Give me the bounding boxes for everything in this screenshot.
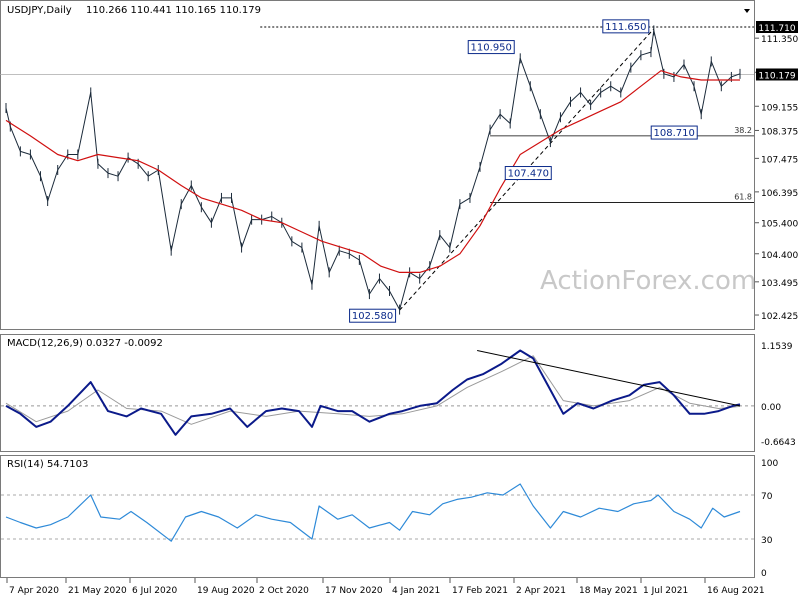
price-axis-tick-label: 102.425 [761,312,798,322]
top-price-badge [756,20,798,33]
x-axis-tick-label: 17 Nov 2020 [325,586,383,596]
x-axis-tick-label: 17 Feb 2021 [452,586,508,596]
annotation-label: 102.580 [352,311,393,322]
annotation-label: 110.950 [471,43,512,54]
price-axis-tick-label: 109.155 [761,103,798,113]
x-axis-tick-label: 2 Oct 2020 [259,586,309,596]
rsi-line [5,483,741,542]
macd-trendline [477,350,741,407]
x-axis-tick-label: 16 Aug 2021 [707,586,765,596]
rsi-panel-title: RSI(14) 54.7103 [7,459,88,470]
macd-panel [0,334,755,452]
price-series-line [5,29,741,311]
annotation-label: 107.470 [508,169,549,180]
price-panel-title: USDJPY,Daily [7,5,72,16]
price-axis-tick-label: 105.400 [761,220,798,230]
x-axis-tick-label: 1 Jul 2021 [643,586,688,596]
x-axis-tick-label: 19 Aug 2020 [197,586,255,596]
rsi-axis-tick-label: 70 [761,492,773,502]
annotation-label: 111.650 [605,22,646,33]
fib-level-label: 61.8 [734,193,752,202]
annotation-box [467,40,515,55]
price-axis-tick-label: 103.495 [761,279,798,289]
price-panel [0,0,755,330]
rsi-axis-tick-label: 0 [761,569,767,579]
watermark: ActionForex.com [540,266,756,296]
macd-panel-title: MACD(12,26,9) 0.0327 -0.0092 [7,338,163,349]
price-ohlc-readout: 110.266 110.441 110.165 110.179 [86,5,261,16]
rsi-panel [0,455,755,578]
annotation-box [650,125,698,140]
price-axis-tick-label: 111.350 [761,35,798,45]
rsi-axis-tick-label: 100 [761,459,778,469]
price-axis-tick-label: 104.400 [761,251,798,261]
annotation-label: 108.710 [654,128,695,139]
chart-menu-icon[interactable] [744,9,750,13]
price-axis-tick-label: 107.475 [761,155,798,165]
macd-axis-tick-label: -0.6643 [761,438,796,448]
fib-level-label: 38.2 [734,126,752,135]
annotation-box [349,308,397,323]
x-axis-tick-label: 6 Jul 2020 [132,586,177,596]
top-price-label: 111.710 [758,24,795,34]
x-axis-tick-label: 21 May 2020 [68,586,127,596]
x-axis-tick-label: 7 Apr 2020 [9,586,59,596]
macd-line [5,349,741,436]
x-axis-tick-label: 2 Apr 2021 [516,586,566,596]
last-price-badge [756,68,798,81]
annotation-box [504,166,552,181]
last-price-label: 110.179 [758,71,795,81]
x-axis-tick-label: 18 May 2021 [579,586,638,596]
moving-average-line [5,70,740,273]
macd-axis-tick-label: 0.00 [761,403,781,413]
x-axis-tick-label: 4 Jan 2021 [392,586,440,596]
price-axis-tick-label: 108.375 [761,127,798,137]
price-axis-tick-label: 106.395 [761,189,798,199]
rsi-axis-tick-label: 30 [761,536,773,546]
annotation-box [602,19,650,34]
macd-axis-tick-label: 1.1539 [761,342,793,352]
